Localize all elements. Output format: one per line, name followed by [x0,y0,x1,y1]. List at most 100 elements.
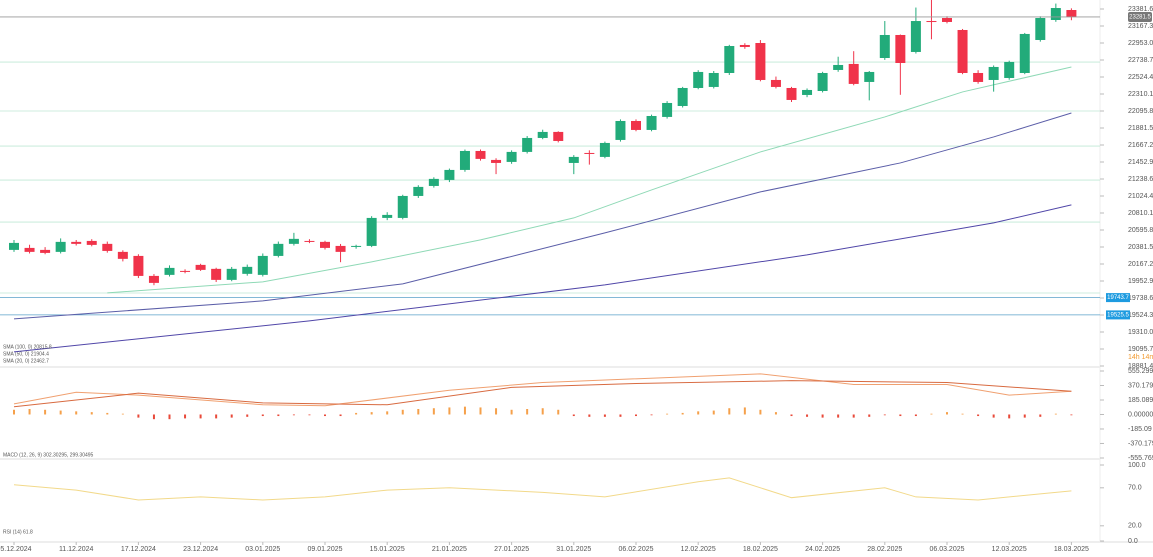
macd-bar [852,414,855,418]
candle-body [164,267,175,275]
macd-bar [790,414,793,417]
price-label-box [1106,293,1130,303]
candle-body [910,21,921,52]
y-tick-label: 22738.7 [1128,57,1153,64]
y-tick-label: 0.0 [1128,538,1138,545]
candle-body [833,64,844,70]
x-tick-label: 11.12.2024 [59,546,94,553]
x-tick-label: 15.01.2025 [370,546,405,553]
y-tick-label: 20381.5 [1128,244,1153,251]
x-tick-label: 21.01.2025 [432,546,467,553]
macd-bar [541,408,544,415]
macd-bar [90,412,93,415]
macd-bar [152,414,155,420]
macd-bar [743,407,746,415]
macd-bar [557,409,560,415]
candle-body [366,217,377,246]
candle-body [553,131,564,141]
candle-body [926,21,937,23]
macd-bar [526,409,529,415]
macd-bar [339,414,342,417]
macd-bar [44,409,47,415]
sma-line [107,66,1072,294]
price-label: 19525.5 [1107,312,1129,318]
macd-bar [588,414,591,417]
last-price-box [1128,11,1152,22]
candle-body [942,18,952,22]
macd-bar [401,409,404,415]
candle-body [770,79,781,87]
candle-body [568,156,579,163]
x-tick-label: 27.01.2025 [494,546,529,553]
macd-bar [277,414,280,417]
candle-body [459,150,470,170]
x-tick-label: 18.02.2025 [743,546,778,553]
x-tick-label: 03.01.2025 [245,546,280,553]
macd-bar [961,413,964,415]
macd-bar [930,413,933,415]
macd-bar [774,412,777,415]
macd-bar [728,408,731,415]
candle-body [180,270,191,272]
candle-body [288,238,299,244]
x-tick-label: 06.02.2025 [618,546,653,553]
candle-body [1035,18,1046,40]
y-tick-label: 21667.2 [1128,142,1153,149]
y-tick-label: 70.0 [1128,485,1142,492]
candle-body [973,72,984,82]
macd-bar [1008,414,1011,419]
macd-bar [666,413,669,415]
y-tick-label: 0.00000 [1128,411,1153,418]
y-tick-label: 19310.0 [1128,329,1153,336]
macd-bar [1054,413,1057,415]
candle-body [397,195,408,218]
y-tick-label: 23381.6 [1128,6,1153,13]
candle-body [102,243,113,251]
y-tick-label: 23167.3 [1128,23,1153,30]
legend-entry: SMA (50, 0) 21904.4 [3,351,49,357]
y-tick-label: 21238.6 [1128,176,1153,183]
x-tick-label: 12.02.2025 [681,546,716,553]
sma-line [13,204,1072,353]
y-tick-label: 100.0 [1128,462,1146,469]
candle-body [86,240,97,245]
candle-body [599,142,610,157]
y-tick-label: 22524.4 [1128,74,1153,81]
macd-bar [681,412,684,415]
y-tick-label: 19524.3 [1128,312,1153,319]
legend-entry: SMA (20, 0) 22462.7 [3,358,49,364]
macd-bar [697,411,700,415]
y-tick-label: 185.089 [1128,397,1153,404]
last-price-label: 23281.5 [1129,15,1151,21]
y-tick-label: 22310.1 [1128,91,1153,98]
candle-body [242,266,253,274]
candle-body [506,151,517,162]
macd-bar [137,414,140,418]
y-tick-label: -555.769 [1128,455,1153,462]
candle-body [55,241,66,252]
candle-body [584,152,595,154]
candle-body [382,214,393,218]
candle-body [71,241,82,244]
candle-body [957,29,968,73]
macd-bar [184,414,187,419]
macd-bar [759,409,762,415]
candle-body [615,120,626,140]
macd-bar [261,414,264,417]
candle-body [988,66,999,80]
y-tick-label: -370.179 [1128,440,1153,447]
candle-body [739,44,750,47]
candle-body [817,72,828,91]
macd-bar [977,414,980,417]
macd-bar [946,412,948,415]
x-tick-label: 05.12.2024 [0,546,32,553]
macd-bar [463,406,466,415]
x-tick-label: 18.03.2025 [1054,546,1089,553]
macd-bar [883,414,886,416]
macd-bar [121,413,124,415]
candle-body [133,255,144,276]
x-tick-label: 23.12.2024 [183,546,218,553]
macd-bar [308,414,311,416]
macd-bar [635,414,637,417]
